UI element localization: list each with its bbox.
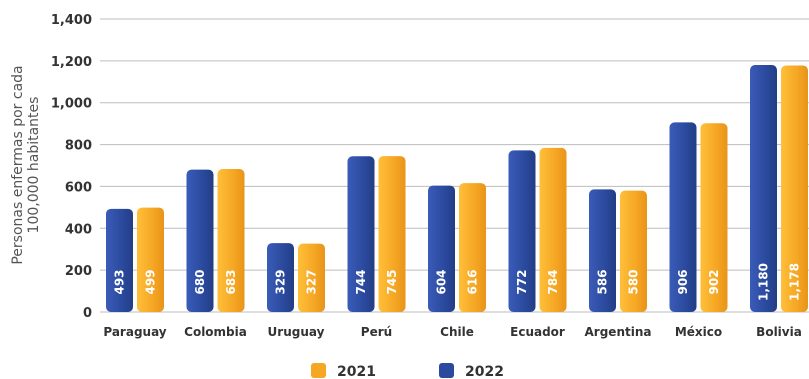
y-tick-label: 200 — [65, 264, 92, 279]
legend-label-2022: 2022 — [465, 364, 504, 379]
legend-swatch-2021 — [311, 363, 326, 378]
bar-2022-4 — [428, 185, 455, 312]
data-label: 772 — [515, 269, 529, 294]
data-label: 744 — [354, 269, 368, 294]
data-label: 616 — [466, 269, 480, 294]
y-tick-label: 1,000 — [51, 97, 92, 112]
data-label: 683 — [224, 269, 238, 294]
bar-2021-6 — [620, 190, 647, 312]
x-tick-label: México — [675, 325, 722, 339]
data-label: 493 — [113, 269, 127, 294]
legend-swatch-2022 — [439, 363, 454, 378]
x-tick-label: Colombia — [184, 325, 247, 339]
legend: 2021 2022 — [311, 363, 504, 379]
y-tick-label: 800 — [65, 139, 92, 154]
data-label: 906 — [676, 269, 690, 294]
bar-2021-2 — [298, 243, 325, 312]
legend-label-2021: 2021 — [337, 364, 376, 379]
x-tick-label: Perú — [361, 325, 392, 339]
y-axis-label-line-1: Personas enfermas por cada — [10, 65, 26, 264]
y-tick-label: 400 — [65, 222, 92, 237]
y-tick-label: 0 — [83, 306, 92, 321]
bars: 493 499 680 683 329 327 744 745 604 616 772 784 586 5… — [106, 65, 808, 313]
bar-2021-7 — [700, 123, 728, 312]
bar-2022-7 — [669, 122, 697, 312]
data-label: 586 — [596, 269, 610, 294]
bar-2021-0 — [137, 207, 164, 312]
data-label: 784 — [546, 269, 560, 294]
x-tick-label: Paraguay — [103, 325, 166, 339]
data-label: 902 — [707, 269, 721, 294]
data-label: 745 — [385, 269, 399, 294]
y-axis-label-line-2: 100,000 habitantes — [26, 97, 42, 234]
bar-2021-1 — [217, 169, 245, 312]
y-axis-label: Personas enfermas por cada 100,000 habit… — [10, 65, 42, 264]
bar-2022-2 — [267, 243, 294, 312]
x-tick-label: Ecuador — [510, 325, 565, 339]
bar-2022-0 — [106, 208, 133, 312]
data-label: 1,178 — [788, 263, 802, 301]
bar-2021-4 — [459, 183, 486, 312]
data-label: 604 — [435, 269, 449, 294]
x-tick-label: Bolivia — [756, 325, 802, 339]
bar-2022-6 — [589, 189, 616, 312]
bar-2021-3 — [378, 156, 406, 312]
data-label: 580 — [627, 269, 641, 294]
x-axis-ticks: Paraguay Colombia Uruguay Perú Chile Ecuador A… — [103, 325, 801, 339]
bar-2021-8 — [781, 65, 808, 312]
y-tick-label: 1,400 — [51, 13, 92, 28]
bar-2022-8 — [750, 65, 777, 313]
data-label: 329 — [274, 269, 288, 294]
bar-2022-5 — [508, 150, 536, 312]
data-label: 680 — [193, 269, 207, 294]
y-tick-label: 1,200 — [51, 55, 92, 70]
y-axis-ticks: 0 200 400 600 800 1,000 1,200 1,400 — [51, 13, 92, 321]
data-label: 1,180 — [757, 263, 771, 301]
bar-2021-5 — [539, 147, 567, 312]
x-tick-label: Chile — [440, 325, 474, 339]
x-tick-label: Argentina — [585, 325, 652, 339]
y-tick-label: 600 — [65, 180, 92, 195]
x-tick-label: Uruguay — [268, 325, 325, 339]
bar-2022-1 — [186, 169, 214, 312]
bar-2022-3 — [347, 156, 375, 312]
data-label: 327 — [305, 269, 319, 294]
data-label: 499 — [144, 269, 158, 294]
